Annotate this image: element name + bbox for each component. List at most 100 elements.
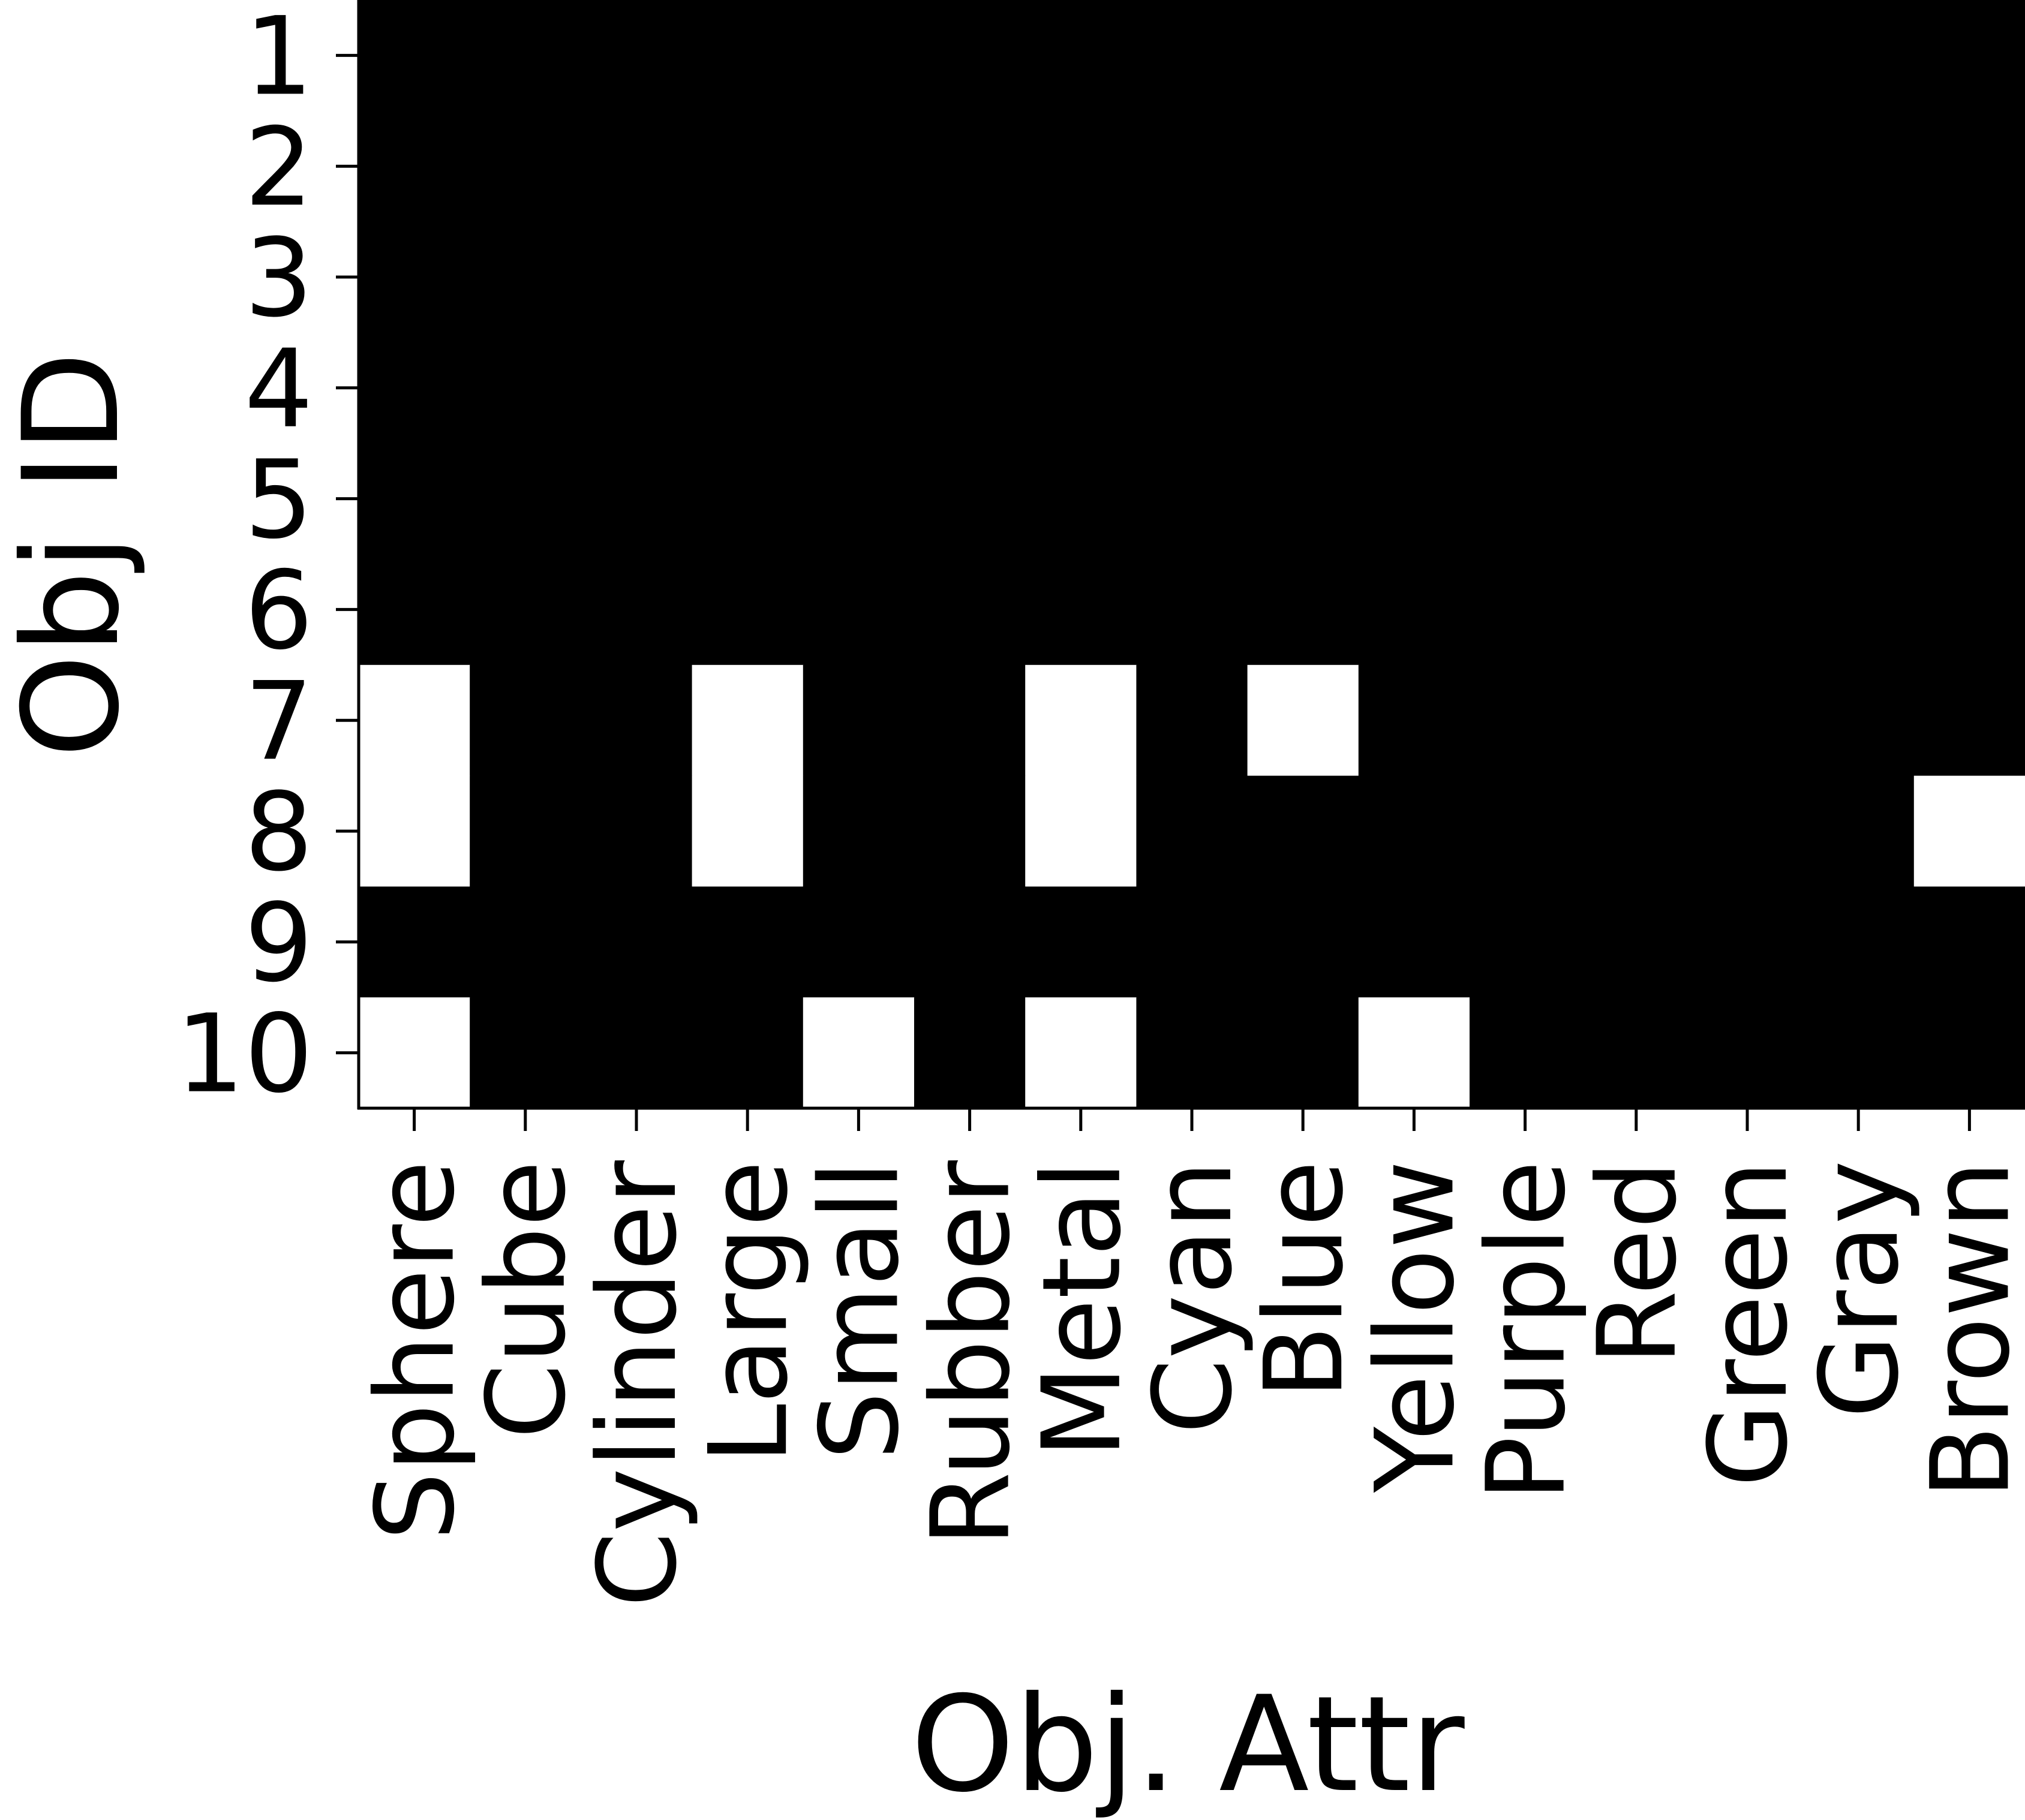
- heatmap-cell: [1802, 997, 1915, 1109]
- y-axis-label: Obj ID: [0, 351, 148, 758]
- heatmap-cell: [1247, 886, 1359, 998]
- heatmap-cell: [1913, 997, 2025, 1109]
- heatmap-cell: [1691, 443, 1804, 555]
- heatmap-cell: [359, 775, 470, 887]
- heatmap-cell: [359, 664, 470, 777]
- heatmap-cell: [692, 0, 804, 112]
- heatmap-cell: [1470, 664, 1581, 777]
- heatmap-cell: [1581, 554, 1692, 666]
- heatmap-cell: [470, 554, 581, 666]
- heatmap-cell: [1802, 0, 1915, 112]
- heatmap-cell: [1691, 997, 1804, 1109]
- heatmap-cell: [1913, 886, 2025, 998]
- heatmap-cell: [1136, 664, 1248, 777]
- heatmap-cell: [803, 0, 915, 112]
- heatmap-cell: [470, 110, 581, 222]
- heatmap-cell: [1247, 775, 1359, 887]
- heatmap-cell: [1247, 110, 1359, 222]
- x-tick-label: Large: [686, 1160, 812, 1464]
- heatmap-cell: [1358, 886, 1470, 998]
- heatmap-cell: [914, 0, 1026, 112]
- heatmap-cell: [581, 997, 693, 1109]
- heatmap-cell: [1358, 332, 1470, 444]
- heatmap-cell: [803, 886, 915, 998]
- heatmap-cell: [692, 775, 804, 887]
- x-tick-label: Purple: [1464, 1160, 1590, 1501]
- x-tick-label: Small: [797, 1160, 923, 1460]
- heatmap-cell: [1025, 332, 1137, 444]
- heatmap-cell: [1581, 886, 1692, 998]
- heatmap-cell: [1358, 221, 1470, 333]
- heatmap-cell: [1470, 332, 1581, 444]
- heatmap-cell: [1136, 997, 1248, 1109]
- heatmap-cell: [1247, 0, 1359, 112]
- heatmap-cell: [1691, 221, 1804, 333]
- heatmap-cell: [1358, 775, 1470, 887]
- heatmap-cell: [359, 332, 470, 444]
- heatmap-cell: [581, 554, 693, 666]
- heatmap-cell: [1802, 221, 1915, 333]
- heatmap-cell: [1025, 443, 1137, 555]
- heatmap-cells: [359, 0, 2025, 1109]
- x-tick-label: Blue: [1242, 1160, 1367, 1399]
- x-tick-label: Green: [1686, 1160, 1811, 1487]
- heatmap-cell: [1802, 664, 1915, 777]
- y-tick-label: 8: [244, 770, 313, 895]
- heatmap-cell: [581, 775, 693, 887]
- heatmap-cell: [803, 997, 915, 1109]
- heatmap-cell: [1136, 443, 1248, 555]
- heatmap-cell: [1470, 997, 1581, 1109]
- heatmap-cell: [1025, 664, 1137, 777]
- heatmap-cell: [1136, 775, 1248, 887]
- heatmap-cell: [914, 443, 1026, 555]
- heatmap-cell: [1691, 110, 1804, 222]
- heatmap-cell: [1913, 664, 2025, 777]
- y-tick-label: 7: [244, 659, 313, 784]
- heatmap-cell: [1802, 775, 1915, 887]
- heatmap-cell: [1802, 554, 1915, 666]
- heatmap-cell: [1913, 443, 2025, 555]
- heatmap-cell: [692, 554, 804, 666]
- heatmap-cell: [359, 997, 470, 1109]
- heatmap-cell: [1358, 0, 1470, 112]
- heatmap-cell: [1691, 332, 1804, 444]
- heatmap-cell: [1025, 0, 1137, 112]
- heatmap-cell: [692, 997, 804, 1109]
- heatmap-cell: [1581, 332, 1692, 444]
- heatmap-cell: [1136, 554, 1248, 666]
- heatmap-cell: [1691, 775, 1804, 887]
- heatmap-cell: [359, 110, 470, 222]
- heatmap-cell: [359, 886, 470, 998]
- y-tick-label: 5: [244, 438, 313, 563]
- heatmap-cell: [1358, 110, 1470, 222]
- heatmap-cell: [1247, 664, 1359, 777]
- x-tick-label: Cube: [464, 1160, 590, 1439]
- heatmap-cell: [914, 554, 1026, 666]
- heatmap-cell: [803, 443, 915, 555]
- heatmap-cell: [1470, 886, 1581, 998]
- heatmap-cell: [1913, 0, 2025, 112]
- x-axis-ticks: SphereCubeCylinderLargeSmallRubberMetalC…: [353, 1108, 2025, 1607]
- heatmap-cell: [803, 221, 915, 333]
- y-tick-label: 4: [244, 327, 313, 452]
- heatmap-cell: [1025, 221, 1137, 333]
- heatmap-cell: [1025, 886, 1137, 998]
- heatmap-cell: [1136, 221, 1248, 333]
- heatmap-cell: [914, 775, 1026, 887]
- heatmap-cell: [470, 775, 581, 887]
- heatmap-cell: [1581, 775, 1692, 887]
- heatmap-cell: [1581, 221, 1692, 333]
- heatmap-cell: [1913, 775, 2025, 887]
- heatmap-cell: [1691, 664, 1804, 777]
- x-tick-label: Red: [1575, 1160, 1700, 1365]
- heatmap-cell: [581, 664, 693, 777]
- y-tick-label: 2: [244, 105, 313, 230]
- heatmap-cell: [1470, 110, 1581, 222]
- heatmap-cell: [692, 664, 804, 777]
- heatmap-cell: [470, 332, 581, 444]
- heatmap-cell: [914, 110, 1026, 222]
- heatmap-cell: [1913, 332, 2025, 444]
- heatmap-cell: [1025, 110, 1137, 222]
- heatmap-cell: [1802, 443, 1915, 555]
